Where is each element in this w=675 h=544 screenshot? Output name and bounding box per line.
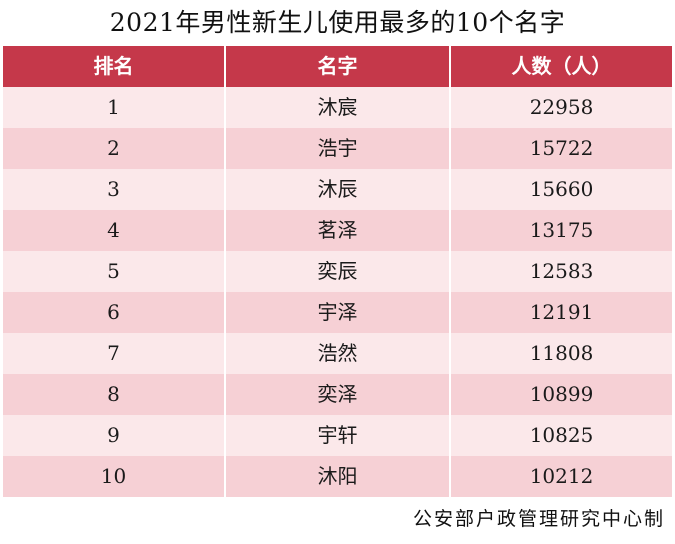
names-table: 排名 名字 人数（人） 1 沐宸 22958 2 浩宇 15722 3 沐辰 15660 4 茗泽 1… <box>3 46 672 497</box>
name-cell: 奕辰 <box>226 251 449 292</box>
table-row: 1 沐宸 22958 <box>3 87 672 128</box>
count-cell: 10212 <box>451 456 672 497</box>
header-rank: 排名 <box>3 46 224 87</box>
name-cell: 宇轩 <box>226 415 449 456</box>
name-cell: 宇泽 <box>226 292 449 333</box>
rank-cell: 3 <box>3 169 224 210</box>
table-row: 9 宇轩 10825 <box>3 415 672 456</box>
count-cell: 13175 <box>451 210 672 251</box>
count-cell: 15660 <box>451 169 672 210</box>
table-row: 7 浩然 11808 <box>3 333 672 374</box>
table-row: 8 奕泽 10899 <box>3 374 672 415</box>
rank-cell: 2 <box>3 128 224 169</box>
rank-cell: 5 <box>3 251 224 292</box>
count-cell: 12191 <box>451 292 672 333</box>
name-cell: 浩宇 <box>226 128 449 169</box>
header-name: 名字 <box>226 46 449 87</box>
header-count: 人数（人） <box>451 46 672 87</box>
rank-cell: 7 <box>3 333 224 374</box>
name-cell: 奕泽 <box>226 374 449 415</box>
table-row: 6 宇泽 12191 <box>3 292 672 333</box>
table-row: 4 茗泽 13175 <box>3 210 672 251</box>
source-credit: 公安部户政管理研究中心制 <box>412 508 665 530</box>
table-header-row: 排名 名字 人数（人） <box>3 46 672 87</box>
table-row: 3 沐辰 15660 <box>3 169 672 210</box>
name-cell: 沐宸 <box>226 87 449 128</box>
page-title: 2021年男性新生儿使用最多的10个名字 <box>109 8 566 37</box>
count-cell: 10825 <box>451 415 672 456</box>
rank-cell: 1 <box>3 87 224 128</box>
count-cell: 11808 <box>451 333 672 374</box>
rank-cell: 4 <box>3 210 224 251</box>
rank-cell: 10 <box>3 456 224 497</box>
rank-cell: 8 <box>3 374 224 415</box>
name-cell: 茗泽 <box>226 210 449 251</box>
table-row: 10 沐阳 10212 <box>3 456 672 497</box>
name-cell: 沐辰 <box>226 169 449 210</box>
count-cell: 22958 <box>451 87 672 128</box>
count-cell: 15722 <box>451 128 672 169</box>
count-cell: 10899 <box>451 374 672 415</box>
table-row: 2 浩宇 15722 <box>3 128 672 169</box>
count-cell: 12583 <box>451 251 672 292</box>
name-cell: 沐阳 <box>226 456 449 497</box>
rank-cell: 6 <box>3 292 224 333</box>
table-row: 5 奕辰 12583 <box>3 251 672 292</box>
name-cell: 浩然 <box>226 333 449 374</box>
rank-cell: 9 <box>3 415 224 456</box>
